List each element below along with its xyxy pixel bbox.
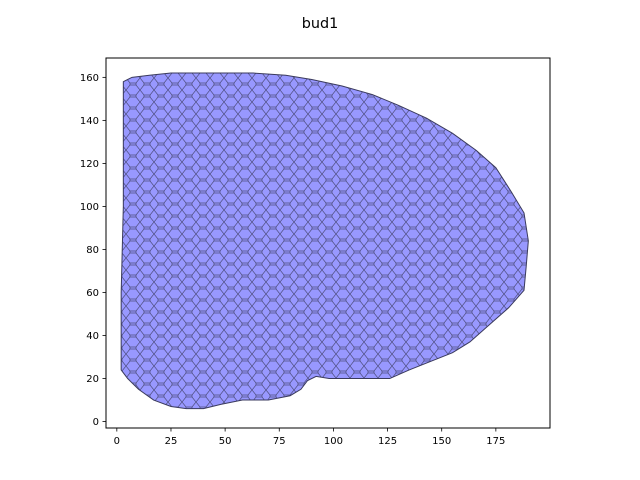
plot-area bbox=[120, 72, 529, 410]
x-tick-label: 150 bbox=[432, 436, 451, 447]
bud-outline bbox=[120, 72, 529, 410]
y-tick-label: 120 bbox=[80, 159, 99, 170]
y-tick-label: 100 bbox=[80, 202, 99, 213]
axes-frame bbox=[105, 57, 551, 429]
x-tick-label: 25 bbox=[165, 436, 178, 447]
y-tick-label: 80 bbox=[86, 245, 99, 256]
y-tick-label: 40 bbox=[86, 331, 99, 342]
y-tick-label: 60 bbox=[86, 288, 99, 299]
x-tick-label: 50 bbox=[219, 436, 232, 447]
x-tick-label: 125 bbox=[378, 436, 397, 447]
y-axis: 0 20 40 60 80 100 120 140 160 bbox=[80, 73, 106, 428]
y-tick-label: 160 bbox=[80, 73, 99, 84]
x-tick-label: 175 bbox=[486, 436, 505, 447]
x-tick-label: 0 bbox=[114, 436, 120, 447]
x-tick-label: 75 bbox=[273, 436, 286, 447]
y-tick-label: 140 bbox=[80, 116, 99, 127]
chart-title: bud1 bbox=[302, 16, 339, 32]
y-tick-label: 0 bbox=[93, 417, 99, 428]
x-tick-label: 100 bbox=[324, 436, 343, 447]
cell-mesh bbox=[121, 73, 529, 409]
y-tick-label: 20 bbox=[86, 374, 99, 385]
x-axis: 0 25 50 75 100 125 150 175 bbox=[114, 428, 505, 447]
